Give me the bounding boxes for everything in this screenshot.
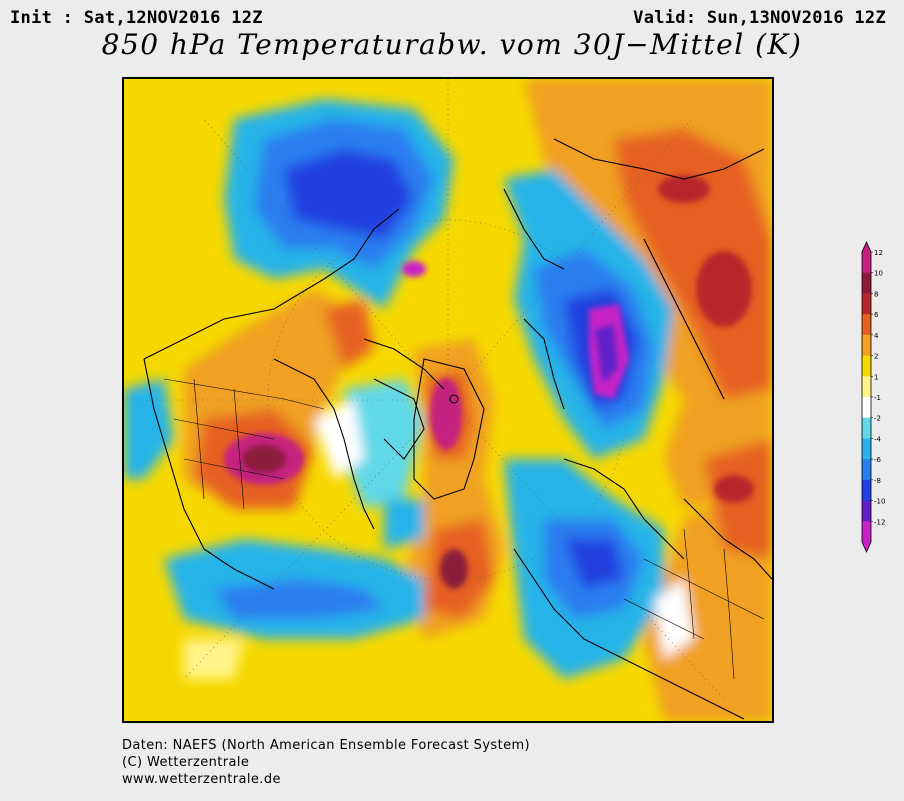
map-canvas bbox=[124, 79, 772, 721]
legend-label: 12 bbox=[874, 249, 883, 257]
legend-label: -4 bbox=[874, 435, 882, 443]
legend-label: -12 bbox=[874, 518, 885, 526]
graticule bbox=[124, 79, 725, 700]
legend-label: -1 bbox=[874, 394, 881, 402]
legend-label: 1 bbox=[874, 373, 878, 381]
coastlines bbox=[143, 138, 772, 720]
legend-swatch bbox=[862, 479, 871, 502]
legend-swatch bbox=[862, 417, 871, 439]
footer-data-source: Daten: NAEFS (North American Ensemble Fo… bbox=[122, 738, 531, 753]
political-borders bbox=[163, 378, 765, 680]
legend-label: 2 bbox=[874, 353, 878, 361]
north-pole-marker bbox=[449, 394, 459, 404]
anomaly-extremes bbox=[224, 175, 754, 589]
color-legend: 12 10 8 6 4 2 1 -1 -2 -4 -6 -8 -10 -12 bbox=[858, 240, 904, 560]
legend-label: 8 bbox=[874, 290, 878, 298]
legend-swatch bbox=[862, 293, 871, 315]
legend-swatch bbox=[862, 438, 871, 460]
valid-time-label: Valid: Sun,13NOV2016 12Z bbox=[633, 8, 886, 28]
footer-url: www.wetterzentrale.de bbox=[122, 772, 281, 787]
legend-swatch bbox=[862, 500, 871, 522]
footer-credits: Daten: NAEFS (North American Ensemble Fo… bbox=[122, 737, 530, 788]
footer-copyright: (C) Wetterzentrale bbox=[122, 755, 250, 770]
legend-label: -8 bbox=[874, 477, 881, 485]
legend-swatch bbox=[862, 355, 871, 377]
legend-swatch bbox=[862, 521, 871, 543]
map-title: 850 hPa Temperaturabw. vom 30J−Mittel (K… bbox=[101, 28, 803, 61]
legend-label: -10 bbox=[874, 498, 885, 506]
legend-label: -2 bbox=[874, 415, 881, 423]
temperature-anomaly-map bbox=[122, 77, 774, 723]
anomaly-field bbox=[124, 79, 772, 721]
legend-label: 6 bbox=[874, 311, 879, 319]
init-time-label: Init : Sat,12NOV2016 12Z bbox=[10, 8, 263, 28]
legend-swatch bbox=[862, 334, 871, 357]
legend-label: -6 bbox=[874, 456, 882, 464]
legend-swatch bbox=[862, 314, 871, 336]
legend-swatch bbox=[862, 252, 871, 274]
legend-swatch bbox=[862, 376, 871, 398]
legend-label: 4 bbox=[874, 332, 879, 340]
legend-label: 10 bbox=[874, 270, 883, 278]
legend-canvas: 12 10 8 6 4 2 1 -1 -2 -4 -6 -8 -10 -12 bbox=[861, 241, 885, 553]
legend-swatch bbox=[862, 272, 871, 294]
legend-swatch bbox=[862, 459, 871, 481]
legend-swatch bbox=[862, 397, 871, 419]
